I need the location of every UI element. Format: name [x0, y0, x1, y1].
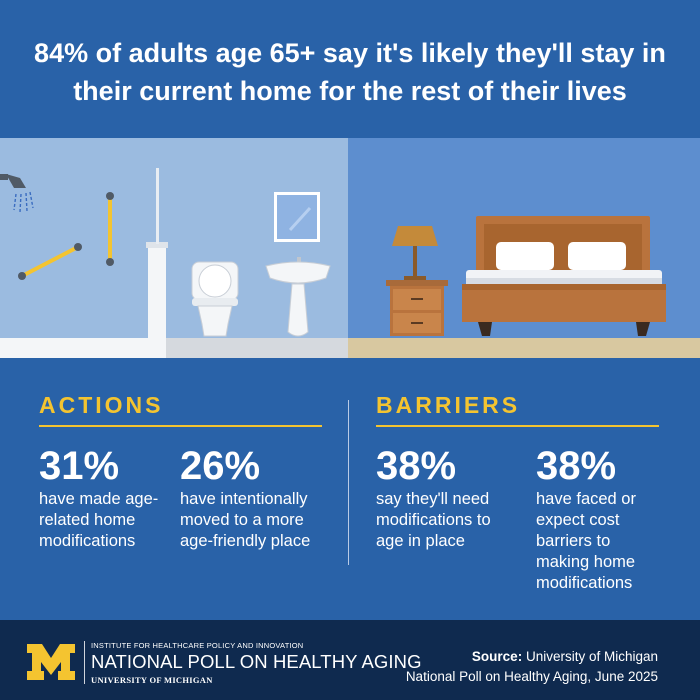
actions-title: ACTIONS: [39, 392, 164, 418]
section-divider: [348, 400, 349, 565]
shower-curb: [0, 338, 166, 358]
barriers-rule: [376, 425, 659, 427]
stat-value: 38%: [536, 444, 617, 488]
sink-icon: [265, 257, 331, 337]
stats-section: ACTIONS 31% have made age-related home m…: [0, 358, 700, 620]
mirror-icon: [274, 192, 320, 242]
poll-name: NATIONAL POLL ON HEALTHY AGING: [91, 651, 422, 672]
grab-bar-icon: [106, 192, 114, 266]
stat-value: 26%: [180, 444, 261, 488]
stat-value: 38%: [376, 444, 457, 488]
stat-description: say they'll need modifications to age in…: [376, 490, 491, 550]
source-label: Source:: [471, 649, 523, 664]
shower-partition: [148, 248, 166, 358]
footer: INSTITUTE FOR HEALTHCARE POLICY AND INNO…: [0, 620, 700, 700]
actions-rule: [39, 425, 322, 427]
stat-description: have made age-related home modifications: [39, 490, 159, 550]
toilet-icon: [191, 261, 239, 337]
source-line-1: University of Michigan: [525, 649, 658, 664]
barriers-title: BARRIERS: [376, 392, 521, 418]
stat-description: have intentionally moved to a more age-f…: [180, 490, 311, 550]
university-name: UNIVERSITY OF MICHIGAN: [91, 675, 213, 685]
stat-value: 31%: [39, 444, 120, 488]
grab-bar-icon: [18, 243, 82, 280]
source-line-2: National Poll on Healthy Aging, June 202…: [405, 669, 658, 684]
logo-divider: [84, 641, 85, 684]
headline: 84% of adults age 65+ say it's likely th…: [34, 38, 666, 106]
home-illustration: [0, 138, 700, 358]
bed-icon: [462, 216, 666, 336]
michigan-block-m-logo: [27, 644, 75, 680]
lamp-icon: [392, 226, 438, 280]
institute-name: INSTITUTE FOR HEALTHCARE POLICY AND INNO…: [91, 641, 304, 650]
bedroom-floor: [348, 338, 700, 358]
headline-section: 84% of adults age 65+ say it's likely th…: [0, 0, 700, 138]
shower-head-icon: [0, 174, 34, 213]
bathroom-floor: [166, 338, 348, 358]
nightstand-icon: [386, 280, 448, 336]
stat-description: have faced or expect cost barriers to ma…: [536, 490, 636, 592]
source-citation: Source: University of Michigan National …: [406, 647, 658, 687]
